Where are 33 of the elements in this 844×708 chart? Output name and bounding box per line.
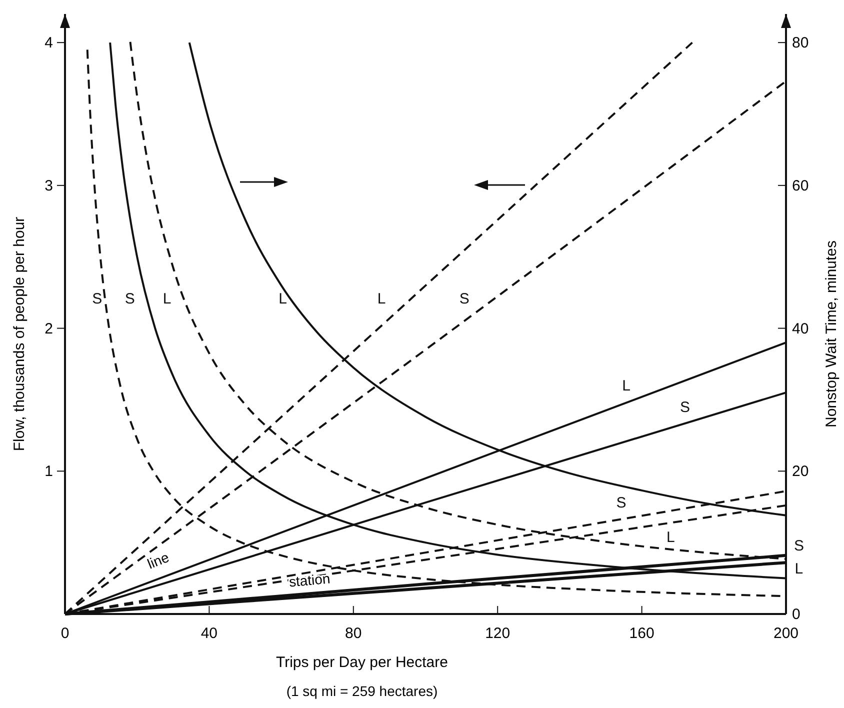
y-axis-title: Flow, thousands of people per hour [11,216,28,452]
annotation: station [288,570,331,590]
y-tick-label: 3 [44,177,53,194]
x-tick-label: 160 [629,625,654,642]
y2-axis-title: Nonstop Wait Time, minutes [823,240,840,428]
series-label: L [377,290,386,308]
x-tick-label: 120 [485,625,510,642]
x-axis-title: Trips per Day per Hectare [276,654,448,671]
series-label: S [124,290,135,308]
series-label: S [92,290,102,308]
series-label: S [794,537,804,554]
series-label: S [680,398,690,416]
x-tick-label: 40 [200,625,218,642]
y2-tick-label: 40 [792,320,809,338]
y-tick-label: 2 [44,320,53,338]
y-tick-label: 4 [44,34,53,52]
y2-tick-label: 80 [792,34,809,52]
series-label: L [622,377,630,394]
x-tick-label: 0 [60,625,70,642]
text: (1 sq mi = 259 hectares) [286,683,438,699]
series-label: L [794,560,804,578]
annotation: line [145,548,172,572]
x-tick-label: 80 [345,625,362,642]
y2-tick-label: 60 [792,177,809,194]
series-label: L [278,290,287,308]
y-tick-label: 1 [44,463,53,480]
series-label: L [162,290,172,308]
x-tick-label: 200 [773,625,799,642]
series-label: S [616,494,626,512]
series-label: L [666,528,675,546]
y2-tick-label: 0 [792,606,800,623]
series-label: S [459,290,470,308]
y2-tick-label: 20 [792,463,809,480]
